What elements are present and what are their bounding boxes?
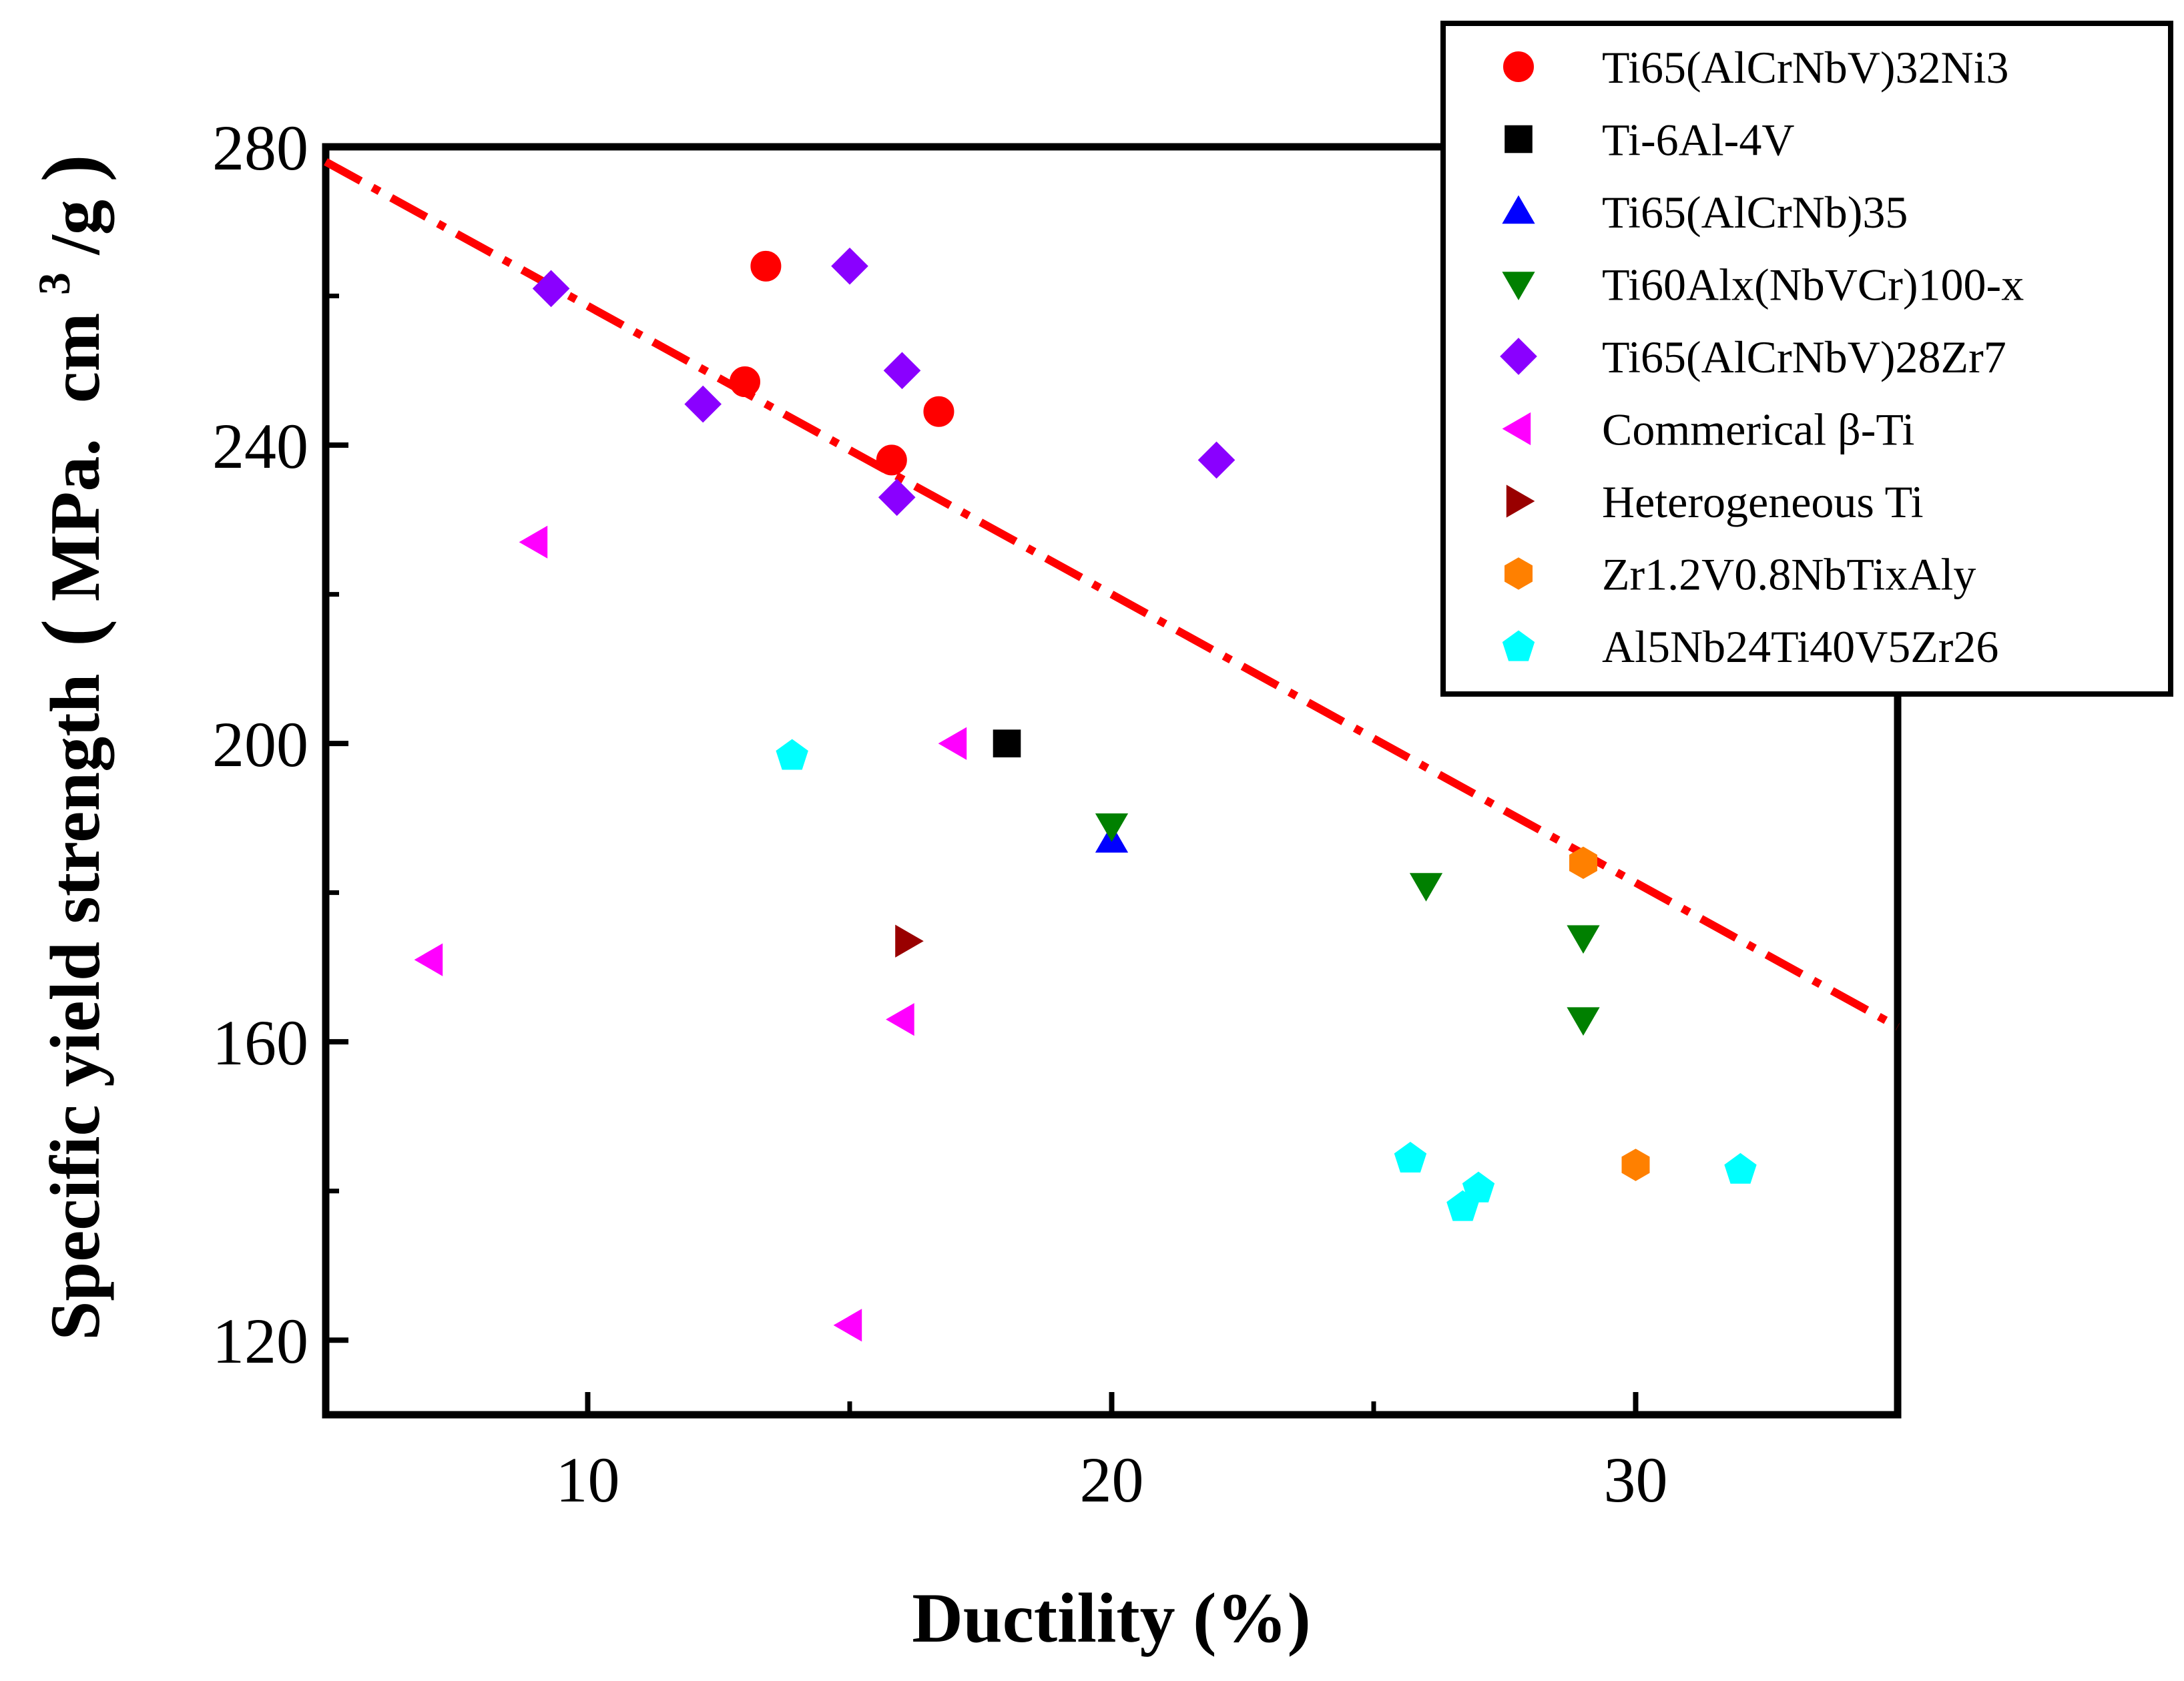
legend-marker: [1502, 630, 1535, 661]
legend-marker: [1506, 484, 1535, 518]
x-tick-label: 10: [556, 1444, 620, 1516]
data-point: [776, 739, 808, 770]
legend-marker: [1502, 412, 1531, 446]
data-point: [1621, 1148, 1650, 1181]
y-tick-label: 240: [212, 410, 308, 482]
data-point: [730, 366, 760, 398]
x-tick-label: 20: [1080, 1444, 1144, 1516]
series-8: [1569, 846, 1650, 1181]
data-point: [684, 385, 722, 423]
series-5: [532, 247, 1236, 517]
data-point: [833, 1309, 862, 1342]
data-point: [1724, 1152, 1757, 1184]
legend-label: Ti65(AlCrNb)35: [1602, 187, 1908, 238]
legend-label: Commerical β-Ti: [1602, 404, 1914, 455]
y-axis-title: Specific yield strength ( MPa. cm 3 /g ): [7, 154, 117, 1340]
data-point: [876, 444, 907, 476]
series-7: [895, 924, 924, 958]
legend-marker: [1500, 338, 1537, 375]
series-9: [776, 739, 1757, 1221]
data-point: [1409, 873, 1443, 902]
legend-marker: [1503, 51, 1534, 82]
series-1: [730, 250, 954, 476]
data-point: [1567, 925, 1600, 954]
x-tick-label: 30: [1604, 1444, 1668, 1516]
data-point: [532, 270, 570, 308]
data-point: [895, 924, 924, 958]
legend-label: Al5Nb24Ti40V5Zr26: [1602, 621, 1998, 672]
data-point: [1567, 1007, 1600, 1036]
data-point: [1095, 813, 1129, 842]
trend-line-group: [324, 158, 1900, 1031]
data-point: [883, 352, 921, 390]
trend-line: [324, 158, 1900, 1031]
y-axis-title-unit-sup: 3: [29, 272, 79, 295]
y-axis-title-main: Specific yield strength: [36, 674, 114, 1341]
y-axis-title-paren-open: (: [25, 619, 117, 647]
y-tick-label: 120: [212, 1305, 308, 1377]
data-point: [1462, 1171, 1495, 1203]
legend-marker: [1505, 125, 1533, 153]
legend-label: Ti65(AlCrNbV)32Ni3: [1602, 42, 2009, 93]
data-point: [993, 729, 1021, 757]
series-6: [414, 525, 967, 1342]
series-2: [993, 729, 1021, 757]
data-point: [414, 943, 443, 976]
y-tick-label: 200: [212, 709, 308, 780]
legend-label: Heterogeneous Ti: [1602, 476, 1924, 527]
legend: Ti65(AlCrNbV)32Ni3 Ti-6Al-4V Ti65(AlCrNb)3…: [1440, 21, 2173, 697]
y-axis-ticks: 120 160 200 240 280: [212, 112, 348, 1377]
legend-label: Zr1.2V0.8NbTixAly: [1602, 549, 1976, 600]
data-point: [886, 1003, 914, 1036]
series-4: [1095, 813, 1600, 1036]
data-point: [831, 247, 868, 285]
legend-label: Ti-6Al-4V: [1602, 115, 1794, 165]
y-tick-label: 280: [212, 112, 308, 184]
legend-box: [1440, 21, 2173, 697]
legend-items: Ti65(AlCrNbV)32Ni3 Ti-6Al-4V Ti65(AlCrNb)3…: [1500, 42, 2024, 672]
data-points: [414, 247, 1757, 1342]
data-point: [1394, 1141, 1427, 1172]
x-axis-title: Ductility (%): [912, 1579, 1311, 1657]
data-point: [938, 727, 967, 760]
legend-marker: [1505, 557, 1533, 590]
x-axis-ticks: 10 20 30: [556, 1392, 1668, 1516]
data-point: [1197, 441, 1236, 479]
data-point: [878, 478, 916, 517]
data-point: [750, 250, 782, 282]
legend-marker: [1502, 272, 1535, 300]
y-axis-title-unit-a: MPa. cm: [36, 313, 114, 602]
data-point: [923, 396, 954, 427]
y-axis-title-paren-close: ): [25, 154, 117, 182]
legend-label: Ti65(AlCrNbV)28Zr7: [1602, 332, 2006, 382]
y-tick-label: 160: [212, 1007, 308, 1078]
data-point: [519, 525, 548, 559]
data-point: [1569, 846, 1597, 880]
legend-marker: [1502, 195, 1535, 224]
y-axis-title-unit-b: /g: [36, 200, 114, 256]
legend-label: Ti60Alx(NbVCr)100-x: [1602, 260, 2024, 310]
